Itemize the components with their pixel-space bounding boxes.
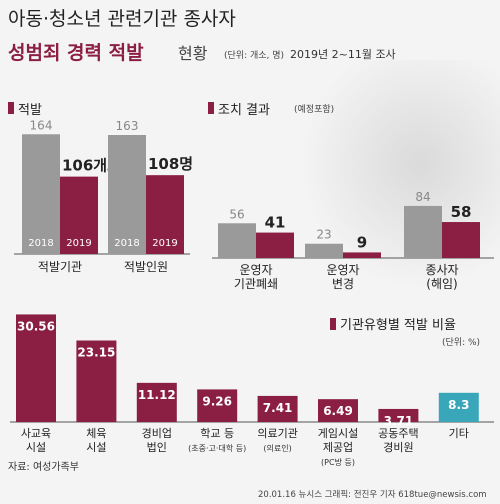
detection-year-label-2019: 2019 <box>152 238 177 249</box>
by-type-value-label: 3.71 <box>384 414 414 428</box>
by-type-sub-note: (초중·고·대학 등) <box>188 443 246 453</box>
by-type-category-label: 경비업 <box>142 427 172 440</box>
by-type-value-label: 30.56 <box>17 319 55 333</box>
detection-value-2019: 106개소 <box>62 157 121 175</box>
section-marker-measures <box>208 102 214 114</box>
by-type-category-label: 의료기관 <box>257 427 297 440</box>
detection-value-2018: 164 <box>30 118 53 132</box>
detection-bar-2018 <box>22 134 60 254</box>
source-note: 자료: 여성가족부 <box>8 462 79 473</box>
detection-year-label-2018: 2018 <box>114 238 139 249</box>
measures-category-label: (해임) <box>426 277 457 291</box>
measures-category-label: 기관폐쇄 <box>234 277 278 291</box>
measures-category-label: 종사자 <box>425 263 458 277</box>
detection-bar-2019 <box>146 175 184 254</box>
by-type-category-label: 체육 <box>86 427 106 440</box>
by-type-value-label: 7.41 <box>263 401 293 415</box>
measures-bar-after <box>442 222 480 258</box>
section-measures-note: (예정포함) <box>294 105 335 115</box>
survey-period: 2019년 2~11월 조사 <box>290 48 396 61</box>
by-type-bar <box>438 392 479 422</box>
section-by-type: 기관유형별 적발 비율 <box>340 318 456 333</box>
measures-value-before: 56 <box>229 207 244 221</box>
by-type-bar <box>16 314 56 422</box>
by-type-bar <box>318 399 358 422</box>
detection-bar-2018 <box>108 135 146 254</box>
by-type-category-label: 사교육 <box>21 427 51 440</box>
by-type-category-label: 시설 <box>26 441 46 454</box>
measures-value-before: 84 <box>415 190 430 204</box>
section-measures: 조치 결과 <box>218 103 270 118</box>
unit-note: (단위: 개소, 명) <box>224 51 285 61</box>
by-type-value-label: 6.49 <box>323 404 353 418</box>
by-type-value-label: 8.3 <box>448 398 469 412</box>
measures-bar-before <box>404 205 442 258</box>
measures-value-after: 41 <box>265 214 286 232</box>
by-type-value-label: 23.15 <box>77 346 115 360</box>
section-marker-by-type <box>330 318 336 330</box>
measures-bar-after <box>343 252 381 258</box>
by-type-bar <box>76 340 117 422</box>
by-type-category-label: 경비원 <box>383 441 413 454</box>
by-type-category-label: 법인 <box>147 441 167 454</box>
measures-category-label: 변경 <box>332 277 354 291</box>
detection-year-label-2019: 2019 <box>66 238 91 249</box>
measures-bar-before <box>218 223 256 258</box>
section-detection: 적발 <box>18 103 42 118</box>
section-marker-detection <box>8 102 14 114</box>
by-type-value-label: 11.12 <box>138 388 176 402</box>
by-type-bar <box>257 395 298 422</box>
section-by-type-unit: (단위: %) <box>442 338 481 348</box>
measures-bar-before <box>305 243 343 258</box>
by-type-bar <box>136 382 177 422</box>
measures-value-before: 23 <box>316 228 331 242</box>
by-type-bar <box>197 389 238 422</box>
detection-category-label: 적발기관 <box>38 260 82 274</box>
detection-year-label-2018: 2018 <box>28 238 53 249</box>
detection-bar-2019 <box>60 176 98 254</box>
detection-value-2019: 108명 <box>148 155 193 173</box>
credit-note: 20.01.16 뉴시스 그래픽: 전진우 기자 618tue@newsis.c… <box>258 490 487 500</box>
measures-category-label: 운영자 <box>239 263 272 277</box>
by-type-sub-note: (의료인) <box>263 443 291 453</box>
title-line1: 아동·청소년 관련기관 종사자 <box>8 8 236 30</box>
by-type-sub-note: (PC방 등) <box>321 457 355 467</box>
by-type-category-label: 게임시설 <box>318 427 358 440</box>
title-bold: 성범죄 경력 적발 <box>8 42 144 64</box>
by-type-category-label: 시설 <box>86 441 106 454</box>
by-type-value-label: 9.26 <box>202 394 232 408</box>
by-type-category-label: 기타 <box>449 427 469 440</box>
measures-category-label: 운영자 <box>326 263 359 277</box>
measures-value-after: 9 <box>357 233 367 251</box>
by-type-category-label: 공동주택 <box>378 427 418 440</box>
by-type-category-label: 학교 등 <box>200 427 234 440</box>
by-type-category-label: 제공업 <box>323 441 353 454</box>
detection-value-2018: 163 <box>116 119 139 133</box>
measures-bar-after <box>256 232 294 258</box>
detection-category-label: 적발인원 <box>124 260 168 274</box>
by-type-bar <box>378 408 419 422</box>
measures-value-after: 58 <box>451 203 472 221</box>
title-tail: 현황 <box>178 44 208 63</box>
